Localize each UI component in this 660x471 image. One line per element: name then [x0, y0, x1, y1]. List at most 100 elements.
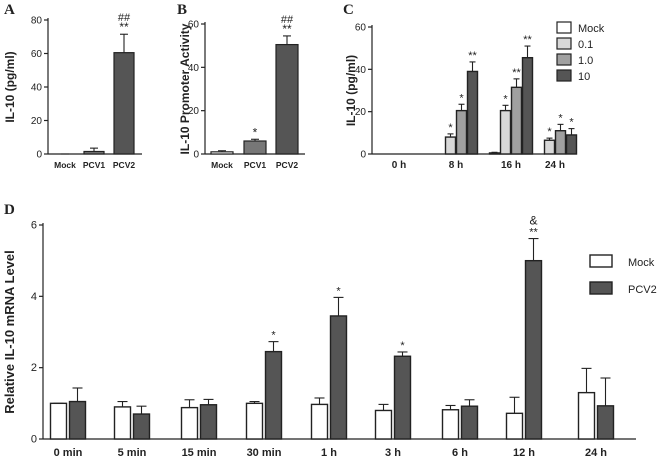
panel-label: A: [4, 2, 15, 18]
bar: [466, 70, 479, 155]
y-tick-label: 0: [360, 150, 366, 161]
x-tick-label: 8 h: [449, 160, 463, 171]
y-axis-label: Relative IL-10 mRNA Level: [2, 250, 17, 414]
legend-swatch: [556, 53, 572, 66]
bar: [180, 406, 199, 440]
significance-marker: **: [468, 50, 477, 62]
y-tick-label: 60: [31, 49, 43, 60]
significance-marker: **: [529, 227, 538, 239]
y-axis-label: IL-10 (pg/ml): [3, 51, 17, 122]
y-tick-label: 0: [31, 434, 37, 446]
bar: [275, 43, 299, 155]
bar: [374, 409, 393, 440]
x-tick-label: 1 h: [321, 447, 337, 459]
y-tick-label: 20: [188, 106, 200, 117]
significance-marker: **: [282, 22, 292, 36]
legend-swatch: [556, 37, 572, 50]
x-tick-label: 15 min: [182, 447, 217, 459]
bar: [441, 409, 460, 440]
y-tick-label: 0: [36, 150, 42, 161]
y-tick-label: 40: [355, 65, 367, 76]
bar: [245, 402, 264, 440]
x-tick-label: PCV2: [276, 160, 298, 170]
significance-marker: *: [547, 126, 552, 138]
legend-swatch: [589, 254, 613, 268]
bar: [210, 151, 234, 155]
panel-label: C: [343, 2, 354, 18]
x-tick-label: 30 min: [247, 447, 282, 459]
bar: [310, 403, 329, 440]
bar: [393, 355, 412, 440]
x-tick-label: PCV2: [113, 160, 135, 170]
y-tick-label: 4: [31, 291, 37, 303]
x-tick-label: 12 h: [513, 447, 535, 459]
x-tick-label: 3 h: [385, 447, 401, 459]
bar: [83, 150, 105, 155]
y-tick-label: 60: [188, 20, 200, 31]
x-tick-label: PCV1: [83, 160, 105, 170]
bar: [113, 406, 132, 440]
legend-label: Mock: [628, 257, 655, 269]
significance-marker: *: [336, 285, 341, 297]
x-tick-label: Mock: [54, 160, 76, 170]
bar: [505, 412, 524, 440]
bar: [243, 140, 267, 155]
x-tick-label: 24 h: [585, 447, 607, 459]
legend-label: 0.1: [578, 39, 593, 51]
significance-marker: *: [503, 93, 508, 105]
y-tick-label: 60: [355, 23, 367, 34]
y-tick-label: 2: [31, 362, 37, 374]
bar: [499, 109, 512, 155]
bar: [113, 52, 135, 155]
legend-label: 10: [578, 71, 590, 83]
bar: [510, 86, 523, 155]
bar: [596, 405, 615, 440]
bar: [524, 259, 543, 440]
bar: [444, 136, 457, 155]
legend-label: Mock: [578, 23, 605, 35]
significance-marker: *: [253, 125, 258, 139]
x-tick-label: 0 min: [54, 447, 83, 459]
legend-swatch: [556, 69, 572, 82]
x-tick-label: 16 h: [501, 160, 521, 171]
significance-marker: ##: [281, 14, 294, 26]
y-tick-label: 20: [31, 116, 43, 127]
bar: [565, 134, 578, 155]
y-tick-label: 6: [31, 220, 37, 232]
bar: [460, 405, 479, 440]
y-axis-label: IL-10 Promoter Activity: [178, 23, 192, 154]
y-tick-label: 20: [355, 107, 367, 118]
panel-label: D: [4, 202, 15, 218]
significance-marker: *: [400, 340, 405, 352]
bar: [132, 413, 151, 440]
legend-label: 1.0: [578, 55, 593, 67]
x-tick-label: 5 min: [118, 447, 147, 459]
x-tick-label: Mock: [211, 160, 233, 170]
bar: [543, 139, 556, 155]
x-tick-label: 24 h: [545, 160, 565, 171]
bar: [49, 402, 68, 440]
significance-marker: ##: [118, 12, 131, 24]
significance-marker: **: [523, 34, 532, 46]
bar: [329, 315, 348, 440]
x-tick-label: PCV1: [244, 160, 266, 170]
significance-marker: **: [119, 20, 129, 34]
bar: [554, 130, 567, 155]
bar: [68, 400, 87, 440]
y-tick-label: 0: [193, 150, 199, 161]
x-tick-label: 0 h: [392, 160, 406, 171]
bar: [521, 56, 534, 155]
significance-marker: *: [459, 92, 464, 104]
bar: [199, 404, 218, 440]
y-axis-label: IL-10 (pg/ml): [344, 55, 358, 126]
y-tick-label: 80: [31, 16, 43, 27]
bar: [577, 391, 596, 440]
bar: [488, 152, 501, 155]
significance-marker: **: [512, 67, 521, 79]
significance-marker: *: [558, 112, 563, 124]
panel-label: B: [177, 2, 187, 18]
significance-marker: *: [569, 117, 574, 129]
x-tick-label: 6 h: [452, 447, 468, 459]
significance-marker: &: [529, 214, 537, 228]
